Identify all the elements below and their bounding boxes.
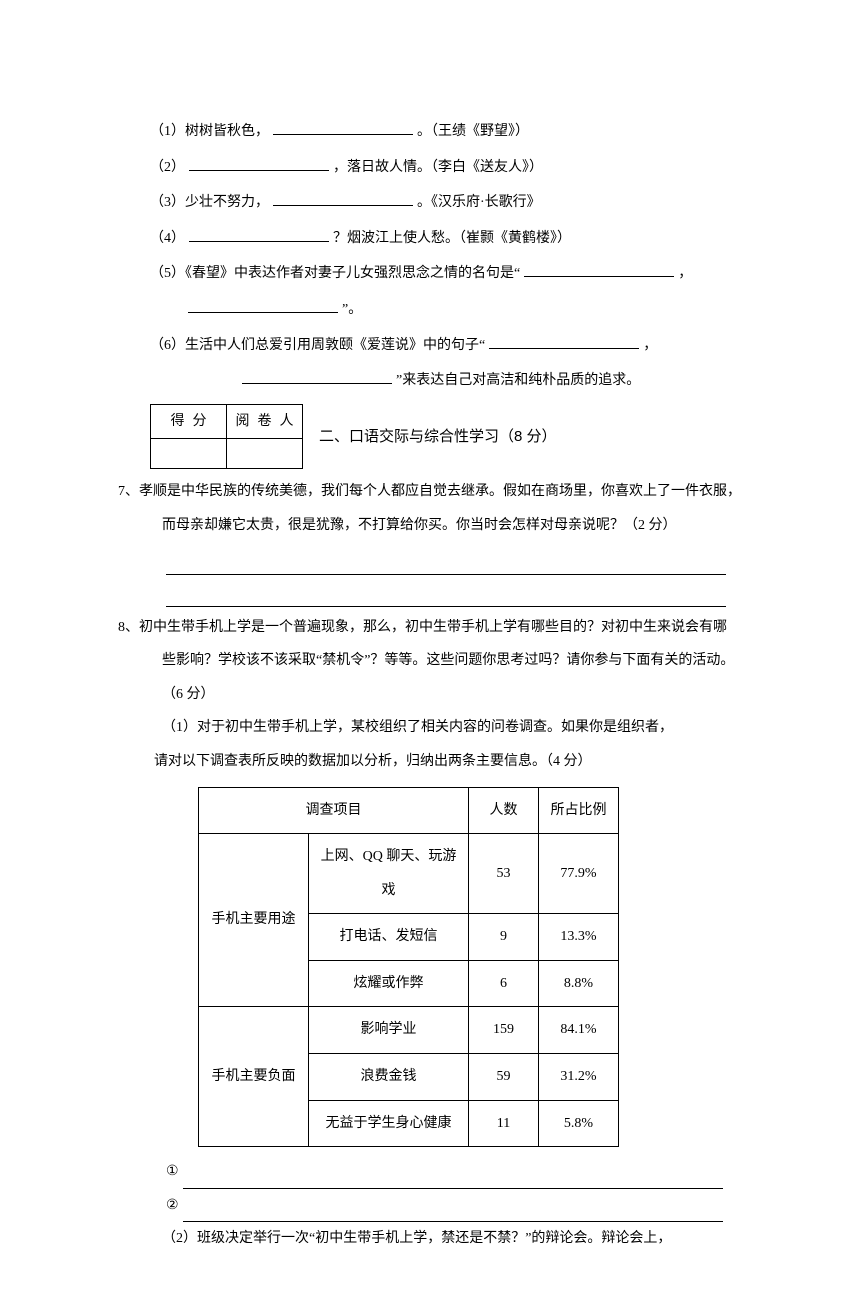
group1-label: 手机主要用途 (199, 834, 309, 1007)
q3-num: （3） (150, 195, 185, 210)
g2-r2-item: 无益于学生身心健康 (309, 1100, 469, 1147)
q1-line: （1）树树皆秋色， 。（王绩《野望》） (118, 115, 742, 149)
q4-num: （4） (150, 231, 185, 246)
q7-text2: 而母亲却嫌它太贵，很是犹豫，不打算给你买。你当时会怎样对母亲说呢？（2 分） (162, 518, 677, 533)
q5-tail: ”。 (342, 302, 362, 317)
q7-answer-line-1[interactable] (166, 547, 726, 575)
g1-r1-count: 9 (469, 914, 539, 961)
q8-sub1b-text: 请对以下调查表所反映的数据加以分析，归纳出两条主要信息。（4 分） (154, 754, 592, 769)
q6-after: ， (643, 338, 657, 353)
circle-1-num: ① (166, 1155, 179, 1189)
q3-after: 。《汉乐府·长歌行》 (417, 195, 541, 210)
g2-r0-pct: 84.1% (539, 1007, 619, 1054)
g1-r0-item: 上网、QQ 聊天、玩游戏 (309, 834, 469, 914)
q4-line: （4） ？烟波江上使人愁。（崔颢《黄鹤楼》） (118, 222, 742, 256)
q8-sub1b: 请对以下调查表所反映的数据加以分析，归纳出两条主要信息。（4 分） (118, 745, 742, 779)
g2-r2-count: 11 (469, 1100, 539, 1147)
circle-2-line: ② (118, 1189, 742, 1223)
g1-r0-pct: 77.9% (539, 834, 619, 914)
circle-2-num: ② (166, 1189, 179, 1223)
q6-before: 生活中人们总爱引用周敦颐《爱莲说》中的句子“ (185, 338, 485, 353)
q1-before: 树树皆秋色， (185, 124, 269, 139)
q5-after: ， (678, 266, 692, 281)
g1-r1-pct: 13.3% (539, 914, 619, 961)
q8-num: 8、 (118, 620, 139, 635)
q6-num: （6） (150, 338, 185, 353)
q7-answer-line-2[interactable] (166, 579, 726, 607)
q8-line2: 些影响？学校该不该采取“禁机令”？等等。这些问题你思考过吗？请你参与下面有关的活… (118, 644, 742, 678)
q8-text1: 初中生带手机上学是一个普遍现象，那么，初中生带手机上学有哪些目的？对初中生来说会… (139, 620, 727, 635)
q2-blank[interactable] (189, 153, 329, 171)
q3-blank[interactable] (273, 188, 413, 206)
q4-after: ？烟波江上使人愁。（崔颢《黄鹤楼》） (333, 231, 571, 246)
g2-r1-pct: 31.2% (539, 1054, 619, 1101)
q4-blank[interactable] (189, 224, 329, 242)
q6-line1: （6）生活中人们总爱引用周敦颐《爱莲说》中的句子“ ， (118, 329, 742, 363)
q3-line: （3）少壮不努力， 。《汉乐府·长歌行》 (118, 186, 742, 220)
survey-header-row: 调查项目 人数 所占比例 (199, 787, 619, 834)
g2-r1-count: 59 (469, 1054, 539, 1101)
survey-table: 调查项目 人数 所占比例 手机主要用途 上网、QQ 聊天、玩游戏 53 77.9… (198, 787, 619, 1148)
q6-blank1[interactable] (489, 331, 639, 349)
table-row: 手机主要用途 上网、QQ 聊天、玩游戏 53 77.9% (199, 834, 619, 914)
q6-tail: ”来表达自己对高洁和纯朴品质的追求。 (396, 373, 640, 388)
score-cell-2[interactable] (227, 439, 303, 469)
score-section: 得分 阅卷人 二、口语交际与综合性学习（8 分） (150, 404, 742, 470)
g2-r1-item: 浪费金钱 (309, 1054, 469, 1101)
q1-blank[interactable] (273, 117, 413, 135)
circle-1-line: ① (118, 1155, 742, 1189)
q8-line1: 8、初中生带手机上学是一个普遍现象，那么，初中生带手机上学有哪些目的？对初中生来… (140, 611, 742, 645)
q5-blank2[interactable] (188, 295, 338, 313)
q8-sub1a-text: （1）对于初中生带手机上学，某校组织了相关内容的问卷调查。如果你是组织者， (162, 720, 673, 735)
q1-num: （1） (150, 124, 185, 139)
q5-blank1[interactable] (524, 259, 674, 277)
circle-1-blank[interactable] (183, 1171, 723, 1189)
score-cell-1[interactable] (151, 439, 227, 469)
g2-r2-pct: 5.8% (539, 1100, 619, 1147)
g1-r0-count: 53 (469, 834, 539, 914)
g1-r2-item: 炫耀或作弊 (309, 960, 469, 1007)
q7-line2: 而母亲却嫌它太贵，很是犹豫，不打算给你买。你当时会怎样对母亲说呢？（2 分） (118, 509, 742, 543)
q1-after: 。（王绩《野望》） (417, 124, 529, 139)
q7-line1: 7、孝顺是中华民族的传统美德，我们每个人都应自觉去继承。假如在商场里，你喜欢上了… (140, 475, 742, 509)
q2-num: （2） (150, 160, 185, 175)
score-header-1: 得分 (151, 404, 227, 439)
q8-points: （6 分） (118, 678, 742, 712)
table-row: 手机主要负面 影响学业 159 84.1% (199, 1007, 619, 1054)
g2-r0-count: 159 (469, 1007, 539, 1054)
g1-r1-item: 打电话、发短信 (309, 914, 469, 961)
score-table: 得分 阅卷人 (150, 404, 303, 470)
q8-sub2: （2）班级决定举行一次“初中生带手机上学，禁还是不禁？”的辩论会。辩论会上， (118, 1222, 742, 1256)
g2-r0-item: 影响学业 (309, 1007, 469, 1054)
q8-sub1a: （1）对于初中生带手机上学，某校组织了相关内容的问卷调查。如果你是组织者， (118, 711, 742, 745)
q5-line2: ”。 (118, 293, 742, 327)
group2-label: 手机主要负面 (199, 1007, 309, 1147)
survey-h-pct: 所占比例 (539, 787, 619, 834)
q5-num: （5） (150, 266, 185, 281)
q5-before: 《春望》中表达作者对妻子儿女强烈思念之情的名句是“ (185, 266, 520, 281)
q3-before: 少壮不努力， (185, 195, 269, 210)
q6-blank2[interactable] (242, 366, 392, 384)
q6-line2: ”来表达自己对高洁和纯朴品质的追求。 (118, 364, 742, 398)
q2-after: ，落日故人情。（李白《送友人》） (333, 160, 543, 175)
survey-h-count: 人数 (469, 787, 539, 834)
q8-points-text: （6 分） (162, 687, 215, 702)
g1-r2-count: 6 (469, 960, 539, 1007)
q2-line: （2） ，落日故人情。（李白《送友人》） (118, 151, 742, 185)
q7-text1: 孝顺是中华民族的传统美德，我们每个人都应自觉去继承。假如在商场里，你喜欢上了一件… (139, 484, 741, 499)
q8-text2: 些影响？学校该不该采取“禁机令”？等等。这些问题你思考过吗？请你参与下面有关的活… (162, 653, 734, 668)
q7-num: 7、 (118, 484, 139, 499)
q8-sub2-text: （2）班级决定举行一次“初中生带手机上学，禁还是不禁？”的辩论会。辩论会上， (162, 1231, 671, 1246)
q5-line1: （5）《春望》中表达作者对妻子儿女强烈思念之情的名句是“ ， (118, 257, 742, 291)
g1-r2-pct: 8.8% (539, 960, 619, 1007)
survey-h-item: 调查项目 (199, 787, 469, 834)
section2-title: 二、口语交际与综合性学习（8 分） (319, 419, 557, 455)
score-header-2: 阅卷人 (227, 404, 303, 439)
circle-2-blank[interactable] (183, 1204, 723, 1222)
